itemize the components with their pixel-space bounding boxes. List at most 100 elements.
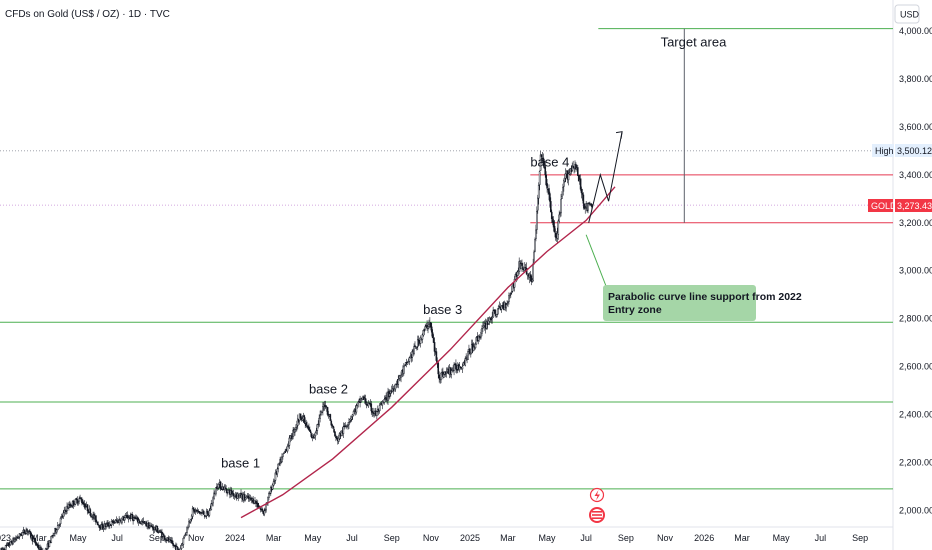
candle-body [564, 173, 567, 179]
note-pointer-line [585, 234, 607, 287]
candle-body [135, 517, 137, 520]
candle-body [319, 414, 321, 419]
candle-body [98, 525, 101, 529]
candle-body [156, 525, 159, 533]
candle-body [488, 317, 491, 322]
candle-body [107, 522, 109, 527]
x-tick-label: Nov [188, 533, 205, 543]
candle-body [189, 519, 192, 523]
candle-body [509, 293, 511, 296]
candle-body [29, 530, 31, 533]
candle-body [326, 407, 329, 415]
candle-body [583, 203, 586, 209]
tag-last-price: GOLD 3,273.430 [868, 199, 932, 212]
candle-body [105, 523, 107, 527]
candle-body [321, 411, 323, 414]
candle-body [310, 433, 313, 438]
candle-body [407, 361, 410, 363]
currency-button[interactable] [894, 4, 920, 24]
candle-body [61, 516, 64, 518]
candle-body [69, 505, 72, 507]
candle-body [186, 526, 188, 533]
candle-body [316, 424, 319, 431]
note-entry-label: Entry zone [608, 304, 662, 316]
candle-body [165, 539, 168, 542]
note-box: Parabolic curve line support from 2022 E… [603, 285, 802, 321]
projection-arrowhead [615, 131, 623, 139]
candle-body [403, 366, 405, 374]
annotation-label: base 3 [423, 302, 462, 317]
candle-body [296, 424, 298, 428]
candle-body [192, 507, 195, 510]
candle-body [536, 211, 538, 230]
candle-body [59, 518, 62, 525]
candle-body [562, 187, 564, 196]
candle-body [40, 547, 42, 550]
candle-body [113, 522, 116, 524]
candle-body [180, 544, 183, 549]
candle-body [474, 343, 477, 349]
candle-body [84, 506, 87, 508]
candle-body [63, 509, 66, 513]
x-tick-label: Jul [815, 533, 827, 543]
candle-body [455, 363, 457, 370]
candle-body [191, 508, 194, 517]
candle-body [112, 520, 115, 524]
parabolic-support-curve [240, 186, 616, 519]
candle-body [204, 515, 207, 518]
candle-body [381, 401, 384, 406]
candle-body [588, 202, 590, 205]
x-tick-label: Jul [346, 533, 358, 543]
candle-body [348, 422, 350, 426]
us-flag-event-icon[interactable] [589, 507, 605, 523]
candle-body [372, 411, 374, 414]
candle-body [360, 398, 362, 403]
y-tick-label: 3,200.000 [899, 218, 932, 228]
candle-body [571, 165, 574, 171]
candle-body [230, 489, 233, 495]
candle-body [245, 496, 248, 499]
candle-body [27, 531, 29, 533]
candle-body [213, 492, 215, 499]
candle-body [215, 487, 217, 495]
chart-title: CFDs on Gold (US$ / OZ) · 1D · TVC [5, 9, 170, 20]
x-tick-label: Mar [31, 533, 47, 543]
x-tick-label: Sep [149, 533, 165, 543]
candle-body [224, 487, 227, 489]
note-curve-label: Parabolic curve line support from 2022 [608, 291, 802, 303]
candle-body [50, 535, 53, 543]
candle-body [82, 502, 84, 505]
candle-body [148, 522, 150, 529]
candle-body [291, 436, 293, 439]
candle-body [437, 362, 440, 375]
candle-body [406, 362, 409, 365]
candle-body [563, 180, 565, 187]
last-price-label: 3,273.430 [897, 201, 932, 211]
y-tick-label: 3,800.000 [899, 74, 932, 84]
candle-body [461, 366, 464, 370]
candle-body [212, 497, 214, 504]
candle-body [184, 534, 187, 536]
candle-body [427, 326, 429, 329]
flash-event-icon[interactable] [589, 487, 605, 503]
candle-body [534, 239, 536, 252]
candle-body [163, 534, 165, 536]
candle-body [57, 524, 60, 527]
candle-body [109, 524, 112, 526]
candle-body [217, 483, 220, 489]
candle-body [74, 498, 77, 505]
candle-body [306, 424, 308, 427]
candle-body [244, 497, 247, 500]
candle-body [464, 358, 467, 366]
candle-body [490, 318, 493, 321]
candle-body [53, 533, 55, 536]
candle-body [145, 521, 147, 527]
y-tick-label: 4,000.000 [899, 26, 932, 36]
x-tick-label: Sep [618, 533, 634, 543]
candle-body [364, 398, 367, 404]
candle-body [272, 481, 275, 486]
candle-body [411, 351, 414, 358]
candle-body [126, 514, 129, 519]
candle-body [575, 164, 577, 170]
